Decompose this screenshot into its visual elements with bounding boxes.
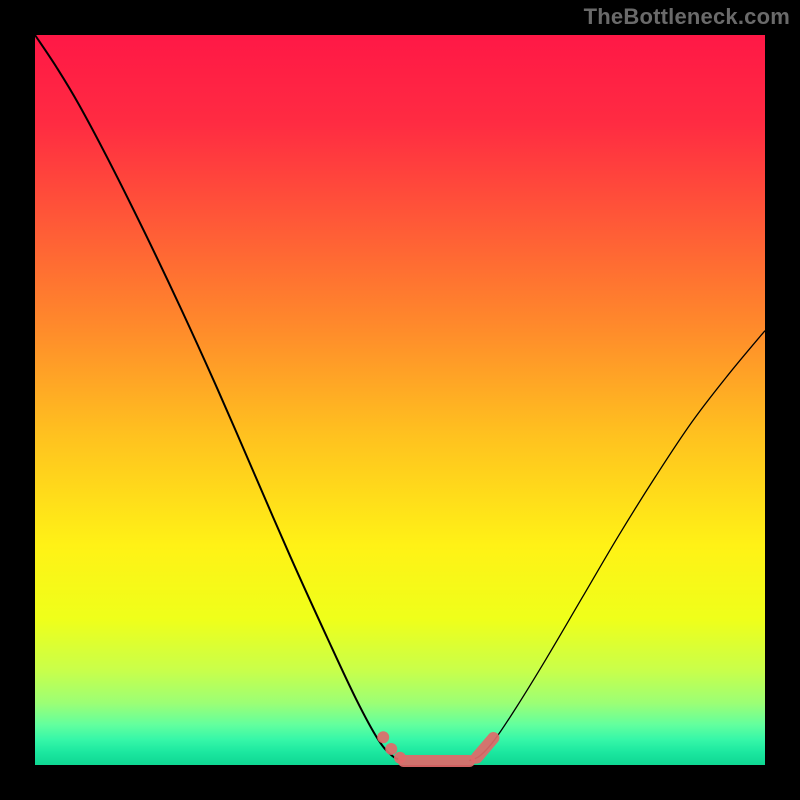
highlight-dot-1 <box>385 743 397 755</box>
plot-background <box>35 35 765 765</box>
watermark-text: TheBottleneck.com <box>584 4 790 30</box>
chart-svg <box>0 0 800 800</box>
highlight-dot-2 <box>394 752 406 764</box>
stage: TheBottleneck.com <box>0 0 800 800</box>
highlight-dot-0 <box>377 731 389 743</box>
